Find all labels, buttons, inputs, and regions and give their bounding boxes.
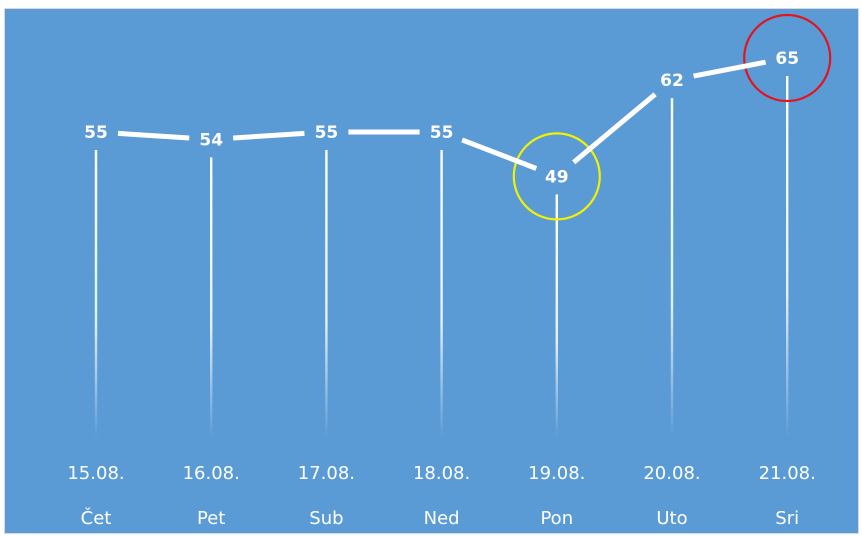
x-tick-label: 18.08. <box>413 463 470 484</box>
x-tick-label: 20.08. <box>643 463 700 484</box>
highlight-ring <box>743 13 832 103</box>
series-segment <box>461 137 538 171</box>
data-label: 49 <box>545 167 569 187</box>
x-tick-label: 16.08. <box>183 463 240 484</box>
drop-line <box>325 150 328 437</box>
series-segment <box>693 59 767 79</box>
x-day-label: Čet <box>81 507 112 529</box>
data-label: 54 <box>199 130 223 150</box>
drop-line <box>440 150 443 437</box>
series-segment <box>117 130 190 141</box>
x-axis-tick-labels: 15.08. 16.08. 17.08. 18.08. 19.08. 20.08. 21.0… <box>67 463 815 484</box>
chart-frame: 55 54 55 55 49 62 65 15.08. 16.08. 17.08. 18.08. 1… <box>4 8 859 534</box>
chart-background <box>5 9 858 533</box>
x-tick-label: 15.08. <box>67 463 124 484</box>
value-labels: 55 54 55 55 49 62 65 <box>84 49 799 187</box>
data-label: 65 <box>775 49 799 69</box>
data-label: 55 <box>315 123 339 143</box>
x-tick-label: 21.08. <box>759 463 816 484</box>
data-label: 62 <box>660 71 684 91</box>
x-day-label: Ned <box>424 508 460 529</box>
drop-line <box>555 194 558 437</box>
x-tick-label: 19.08. <box>528 463 585 484</box>
highlight-rings <box>512 13 832 221</box>
x-day-label: Sri <box>775 508 799 529</box>
x-day-label: Pon <box>540 508 573 529</box>
drop-line <box>210 157 213 437</box>
series-segment <box>572 92 657 165</box>
drop-lines <box>94 76 789 437</box>
x-day-label: Pet <box>197 508 225 529</box>
data-label: 55 <box>430 123 454 143</box>
x-day-label: Uto <box>656 508 687 529</box>
drop-line <box>786 76 789 437</box>
x-day-label: Sub <box>309 508 343 529</box>
series-segment <box>232 130 305 141</box>
drop-line <box>670 98 674 437</box>
drop-line <box>94 150 98 437</box>
data-label: 55 <box>84 123 108 143</box>
x-tick-label: 17.08. <box>298 463 355 484</box>
x-axis-day-labels: Čet Pet Sub Ned Pon Uto Sri <box>81 507 799 529</box>
highlight-ring <box>512 132 601 221</box>
